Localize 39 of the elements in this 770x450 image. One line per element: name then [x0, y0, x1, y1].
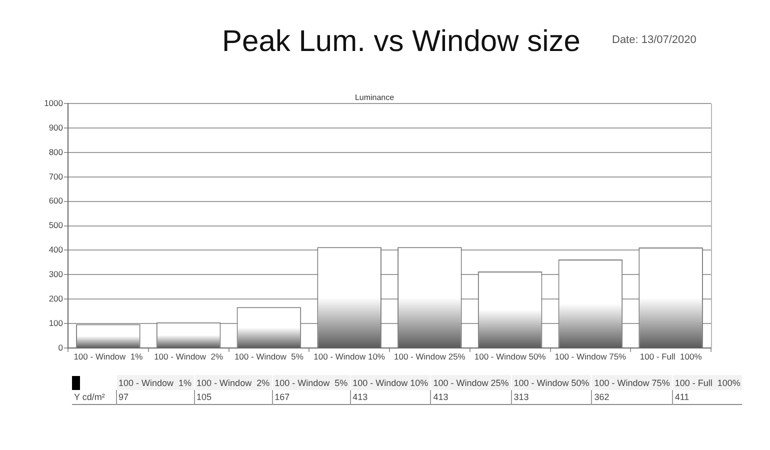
data-label: 313 [511, 390, 592, 404]
x-tick-label: 100 - Window 1% [74, 351, 144, 362]
data-label: 97 [116, 390, 194, 404]
x-tick-label: 100 - Full 100% [640, 351, 702, 362]
data-label: 362 [592, 390, 672, 404]
x-tick-label: 100 - Window 25% [394, 351, 466, 362]
y-tick-label: 800 [48, 146, 64, 157]
y-tick-label: 100 [48, 318, 64, 328]
y-tick-label: 700 [48, 171, 64, 182]
legend-label: Y cd/m² [73, 390, 106, 404]
text: Date: 13/07/2020 [612, 33, 696, 47]
category-label: 100 - Window 50% [514, 378, 590, 388]
chart-subtitle: Luminance [354, 93, 395, 102]
category-label: 100 - Window 2% [196, 378, 270, 388]
chart-title: Peak Lum. vs Window size [222, 24, 580, 60]
x-tick-label: 100 - Window 50% [474, 351, 546, 362]
category-label: 100 - Window 1% [118, 378, 192, 388]
data-label: 411 [672, 390, 742, 404]
y-tick-label: 600 [48, 196, 64, 206]
category-label: 100 - Full 100% [674, 378, 740, 388]
data-label: 413 [430, 390, 512, 404]
y-tick-label: 500 [48, 220, 64, 230]
data-label: 105 [194, 390, 272, 404]
y-tick-label: 200 [48, 293, 64, 304]
x-tick-label: 100 - Window 5% [234, 351, 304, 362]
y-tick-label: 400 [48, 244, 64, 255]
category-label: 100 - Window 25% [433, 378, 509, 388]
category-label: 100 - Window 75% [594, 378, 670, 388]
x-tick-label: 100 - Window 10% [314, 351, 386, 362]
y-tick-label: 300 [48, 269, 64, 280]
category-label: 100 - Window 5% [274, 378, 348, 388]
category-label: 100 - Window 10% [352, 378, 428, 388]
y-tick-label: 900 [48, 122, 64, 132]
y-tick-label: 0 [58, 342, 64, 352]
x-tick-label: 100 - Window 75% [554, 351, 627, 362]
data-label: 167 [272, 390, 350, 404]
x-tick-label: 100 - Window 2% [154, 351, 224, 362]
data-label: 413 [350, 390, 431, 404]
y-tick-label: 1000 [44, 98, 64, 108]
